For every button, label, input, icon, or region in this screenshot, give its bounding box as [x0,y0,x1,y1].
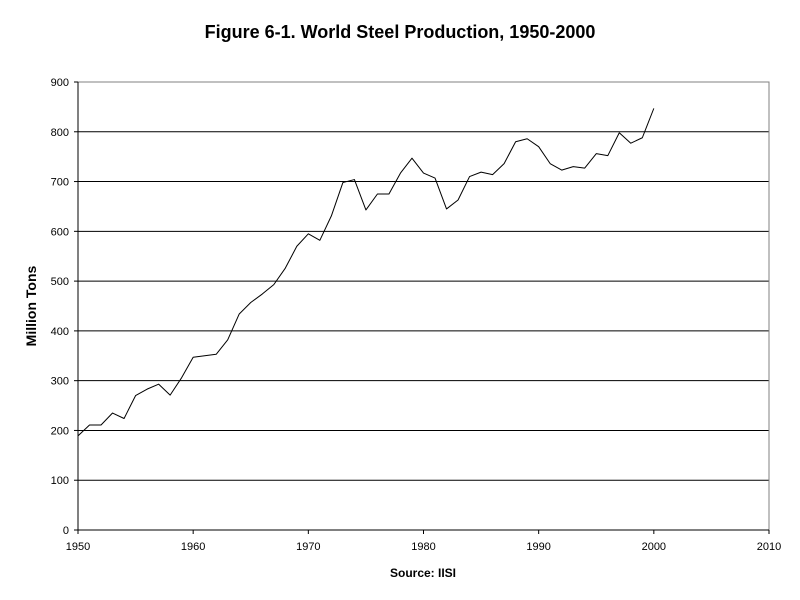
gridlines [78,81,769,481]
y-tick-label-0: 0 [63,525,69,537]
axis-ticks: 0 100 200 300 400 500 600 700 800 900 1950 1960 1970… [51,77,782,553]
x-tick-label-1980: 1980 [411,541,435,553]
y-tick-label-800: 800 [51,127,69,139]
y-tick-label-100: 100 [51,475,69,487]
x-axis-label: Source: IISI [389,566,457,580]
x-tick-label-1950: 1950 [66,541,90,553]
series-line-0 [77,108,655,437]
y-tick-label-400: 400 [51,326,69,338]
x-tick-label-1970: 1970 [296,541,320,553]
x-tick-label-1960: 1960 [181,541,205,553]
series-group [77,108,655,437]
x-tick-label-1990: 1990 [526,541,550,553]
y-tick-label-900: 900 [51,77,69,89]
plot-area [77,81,770,531]
y-tick-label-700: 700 [51,177,69,189]
y-tick-label-500: 500 [51,276,69,288]
x-tick-label-2010: 2010 [757,541,781,553]
y-tick-label-200: 200 [51,425,69,437]
chart-title: Figure 6-1. World Steel Production, 1950… [204,22,596,42]
x-tick-label-2000: 2000 [642,541,666,553]
y-tick-label-300: 300 [51,376,69,388]
y-tick-label-600: 600 [51,226,69,238]
